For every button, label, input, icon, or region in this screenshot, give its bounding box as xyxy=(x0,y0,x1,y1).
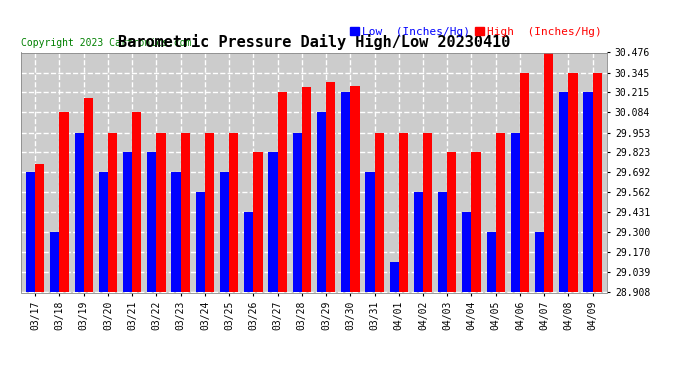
Bar xyxy=(205,132,214,292)
Bar xyxy=(559,93,569,292)
Legend: Low  (Inches/Hg), High  (Inches/Hg): Low (Inches/Hg), High (Inches/Hg) xyxy=(350,27,602,37)
Bar xyxy=(341,93,351,292)
Bar xyxy=(365,172,375,292)
Bar xyxy=(147,153,157,292)
Bar xyxy=(220,172,229,292)
Bar xyxy=(520,72,529,292)
Bar xyxy=(390,262,399,292)
Bar xyxy=(326,82,335,292)
Bar xyxy=(181,132,190,292)
Bar xyxy=(447,153,457,292)
Bar xyxy=(351,86,359,292)
Title: Barometric Pressure Daily High/Low 20230410: Barometric Pressure Daily High/Low 20230… xyxy=(118,34,510,50)
Bar xyxy=(277,93,287,292)
Bar xyxy=(593,72,602,292)
Bar xyxy=(375,132,384,292)
Bar xyxy=(268,153,277,292)
Bar xyxy=(471,153,481,292)
Bar xyxy=(511,132,520,292)
Bar xyxy=(399,132,408,292)
Bar xyxy=(75,132,83,292)
Text: Copyright 2023 Cartronics.com: Copyright 2023 Cartronics.com xyxy=(21,38,191,48)
Bar xyxy=(302,87,311,292)
Bar xyxy=(462,213,471,292)
Bar xyxy=(99,172,108,292)
Bar xyxy=(50,232,59,292)
Bar xyxy=(414,192,423,292)
Bar xyxy=(317,112,326,292)
Bar xyxy=(253,153,263,292)
Bar xyxy=(132,112,141,292)
Bar xyxy=(495,132,505,292)
Bar xyxy=(196,192,205,292)
Bar xyxy=(26,172,35,292)
Bar xyxy=(569,72,578,292)
Bar xyxy=(244,213,253,292)
Bar xyxy=(423,132,432,292)
Bar xyxy=(157,132,166,292)
Bar xyxy=(83,98,93,292)
Bar xyxy=(584,93,593,292)
Bar xyxy=(544,53,553,292)
Bar xyxy=(486,232,495,292)
Bar xyxy=(229,132,238,292)
Bar xyxy=(35,164,44,292)
Bar xyxy=(535,232,544,292)
Bar xyxy=(108,132,117,292)
Bar xyxy=(171,172,181,292)
Bar xyxy=(59,112,69,292)
Bar xyxy=(123,153,132,292)
Bar xyxy=(438,192,447,292)
Bar xyxy=(293,132,302,292)
